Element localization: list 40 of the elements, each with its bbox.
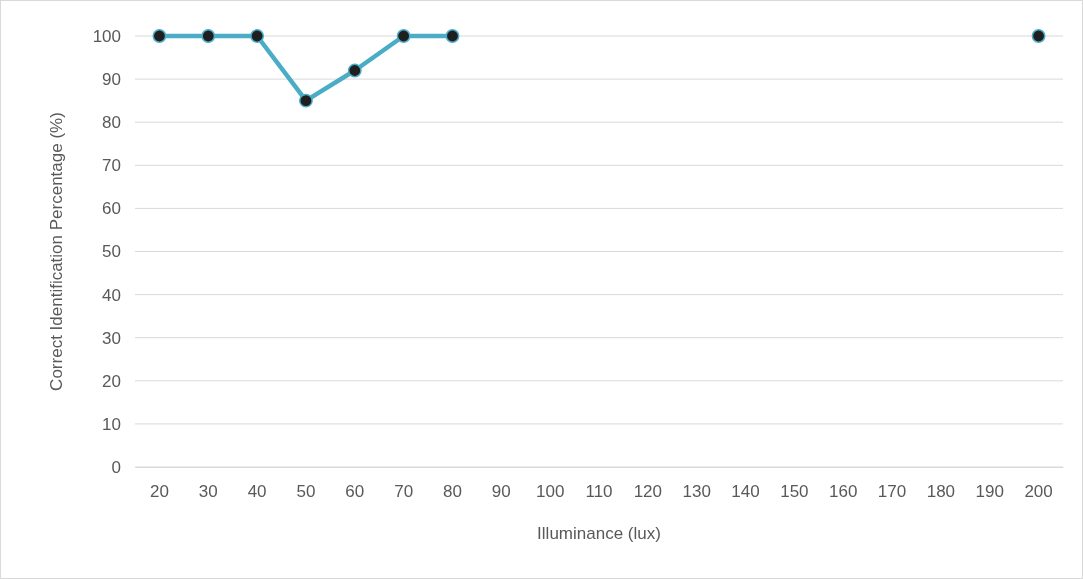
x-tick-label: 200 — [1024, 482, 1053, 502]
x-tick-label: 140 — [731, 482, 760, 502]
point — [152, 29, 167, 43]
x-tick-label: 50 — [296, 482, 316, 502]
point — [1031, 29, 1046, 43]
y-tick-label: 10 — [102, 414, 121, 434]
point — [201, 29, 216, 43]
x-tick-label: 120 — [633, 482, 663, 502]
y-tick-label: 100 — [92, 26, 121, 46]
point — [445, 29, 460, 43]
x-tick-label: 40 — [247, 482, 267, 502]
x-tick-label: 20 — [149, 482, 169, 502]
y-tick-label: 90 — [102, 70, 121, 90]
y-tick-label: 70 — [102, 156, 121, 176]
y-axis-title: Correct Identification Percentage (%) — [47, 112, 66, 391]
x-tick-label: 70 — [394, 482, 414, 502]
x-tick-label: 110 — [585, 482, 613, 502]
y-tick-label: 20 — [102, 371, 121, 391]
y-tick-label: 30 — [102, 328, 121, 348]
x-tick-label: 130 — [682, 482, 711, 502]
x-tick-label: 190 — [975, 482, 1004, 502]
y-tick-label: 0 — [111, 457, 121, 477]
x-tick-label: 100 — [535, 482, 565, 502]
y-tick-label: 40 — [102, 285, 121, 305]
point — [299, 93, 313, 108]
y-tick-label: 50 — [102, 242, 121, 262]
x-tick-label: 170 — [877, 482, 907, 502]
y-tick-label: 60 — [102, 199, 121, 219]
x-axis-title: Illuminance (lux) — [537, 524, 661, 543]
x-tick-label: 60 — [345, 482, 365, 502]
point — [396, 29, 411, 43]
y-tick-label: 80 — [102, 113, 121, 133]
x-tick-label: 30 — [198, 482, 218, 502]
x-tick-label: 180 — [926, 482, 956, 502]
x-tick-label: 160 — [829, 482, 858, 502]
point — [250, 29, 265, 43]
x-tick-label: 150 — [780, 482, 809, 502]
point — [347, 63, 362, 78]
x-tick-label: 90 — [491, 482, 511, 502]
x-tick-label: 80 — [443, 482, 462, 502]
